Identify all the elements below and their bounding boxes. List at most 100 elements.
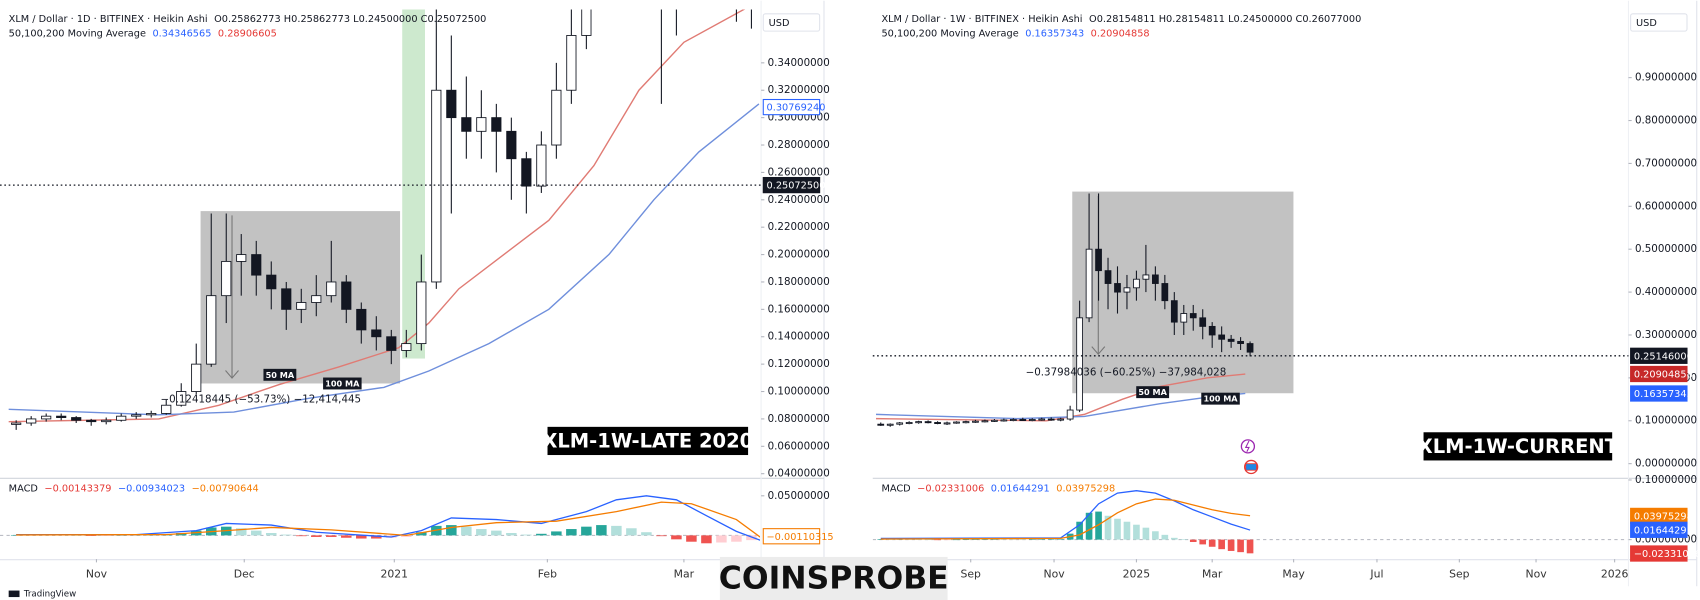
macd-histogram-bar	[877, 539, 885, 540]
candle-body	[251, 254, 262, 276]
macd-histogram-bar	[461, 526, 472, 536]
macd-title: MACD	[9, 484, 38, 495]
candle-body	[146, 413, 157, 416]
candle-body	[191, 363, 202, 392]
candle-body	[236, 254, 247, 262]
brand-logo	[8, 590, 20, 598]
x-tick-label: Dec	[234, 567, 255, 580]
price-tag	[1630, 365, 1688, 383]
symbol-title: XLM / Dollar · 1D · BITFINEX · Heikin As…	[9, 14, 208, 25]
x-tick-label: Sep	[1449, 567, 1470, 580]
candle-body	[1208, 325, 1216, 336]
candle-body	[11, 422, 22, 425]
candle-body	[896, 422, 904, 425]
price-pane	[8, 9, 760, 430]
symbol-title: XLM / Dollar · 1W · BITFINEX · Heikin As…	[881, 14, 1082, 25]
macd-histogram-bar	[1038, 539, 1046, 540]
macd-histogram-bar	[536, 533, 547, 536]
price-range-box	[1072, 191, 1294, 394]
macd-histogram-bar	[401, 535, 412, 537]
x-tick-label: Mar	[674, 567, 695, 580]
y-tick-label: 0.60000000	[1635, 200, 1697, 212]
price-tag-label: −0.02331006	[1634, 549, 1700, 560]
macd-histogram-bar	[943, 539, 951, 541]
macd-histogram-bar	[671, 535, 682, 540]
candle-body	[131, 414, 142, 417]
event-icon	[1240, 439, 1256, 454]
candle-body	[1133, 278, 1140, 289]
macd-histogram-bar	[1189, 539, 1197, 543]
indicator-value: 0.16357343	[1025, 28, 1084, 39]
price-tag	[1630, 385, 1688, 402]
macd-histogram-bar	[686, 535, 697, 542]
y-tick-label: 0.14000000	[768, 331, 830, 343]
candle-body	[1161, 283, 1169, 302]
candle-body	[924, 421, 932, 424]
watermark-box	[719, 556, 948, 600]
moving-average	[8, 9, 746, 423]
x-tick-label: Nov	[1043, 567, 1065, 580]
price-tag-label: 0.01644291	[1634, 525, 1693, 536]
candle-body	[566, 35, 577, 91]
price-tag	[762, 98, 821, 116]
candle-body	[176, 391, 187, 406]
measure-arrowhead	[1091, 346, 1106, 356]
candle-body	[221, 260, 232, 297]
y-tick-label: 0.12000000	[768, 358, 830, 370]
candle-body	[116, 415, 127, 421]
candle-body	[934, 422, 941, 424]
macd-histogram-bar	[1227, 539, 1235, 551]
macd-histogram-bar	[100, 535, 112, 536]
macd-histogram-bar	[934, 539, 941, 541]
candle-body	[877, 423, 885, 426]
candle-body	[1000, 419, 1008, 422]
measure-label: −0.12418445 (−53.73%) −12,414,445	[160, 394, 361, 406]
macd-histogram-bar	[1123, 521, 1131, 540]
panel	[872, 0, 1697, 587]
y-tick-label: 0.08000000	[768, 413, 830, 425]
macd-value: −0.00790644	[192, 484, 259, 495]
ma-label: 100 MA	[1203, 394, 1238, 404]
y-tick-label: 0.40000000	[1635, 286, 1697, 298]
price-tag-label: 0.03975298	[1634, 511, 1693, 522]
y-tick-label: 0.90000000	[1635, 72, 1697, 84]
x-tick-label: 2021	[381, 567, 409, 580]
currency: USD	[769, 18, 790, 29]
macd-histogram-bar	[611, 525, 622, 536]
macd-histogram-bar	[1208, 539, 1216, 547]
candle-body	[1104, 270, 1112, 284]
macd-histogram-bar	[626, 528, 637, 536]
candle-body	[1066, 409, 1074, 420]
macd-histogram-bar	[1085, 512, 1093, 540]
caption-box	[1423, 432, 1613, 461]
candle-body	[281, 288, 292, 310]
candle-body	[1019, 419, 1027, 421]
candle-body	[341, 281, 352, 310]
candle-body	[401, 343, 412, 351]
indicator-value: 0.28906605	[218, 28, 277, 39]
watermark: COINSPROBE	[719, 561, 949, 597]
y-tick-label: 0.34000000	[768, 57, 830, 69]
candle-body	[101, 419, 112, 423]
macd-histogram-bar	[296, 535, 307, 537]
candle-body	[56, 415, 67, 418]
macd-histogram-bar	[701, 535, 712, 544]
candle-body	[1189, 313, 1197, 319]
macd-histogram-bar	[416, 532, 427, 536]
ma-label-box	[1201, 392, 1240, 405]
candle-body	[943, 422, 951, 425]
macd-histogram-bar	[236, 528, 247, 536]
price-range-box	[200, 211, 401, 384]
candle-body	[1028, 419, 1036, 421]
price-pane	[875, 191, 1294, 427]
candle-body	[1095, 248, 1102, 272]
macd-histogram-bar	[1104, 515, 1112, 540]
candle-body	[981, 420, 989, 423]
macd-line	[16, 495, 761, 541]
macd-histogram-bar	[991, 539, 998, 540]
macd-histogram-bar	[551, 531, 562, 536]
caption: XLM-1W-LATE 2020	[542, 430, 753, 453]
candle-body	[491, 117, 502, 132]
candle-body	[886, 423, 894, 426]
